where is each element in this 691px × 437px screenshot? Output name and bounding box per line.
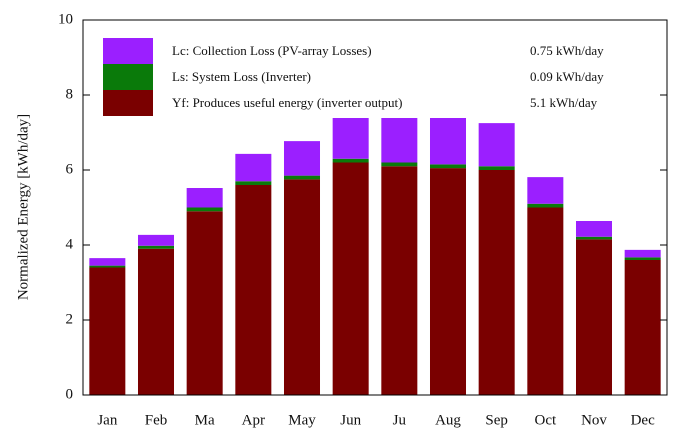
x-tick-label: Aug bbox=[435, 412, 461, 428]
x-tick-label: Ju bbox=[393, 412, 407, 428]
bar-segment bbox=[624, 260, 661, 395]
bar-segment bbox=[89, 267, 126, 395]
legend-swatch bbox=[103, 90, 153, 116]
bar-segment bbox=[429, 117, 467, 165]
bar-segment bbox=[429, 164, 467, 169]
legend-label: Yf: Produces useful energy (inverter out… bbox=[172, 95, 402, 110]
legend-label: Ls: System Loss (Inverter) bbox=[172, 69, 311, 84]
y-axis-label: Normalized Energy [kWh/day] bbox=[15, 114, 31, 300]
x-tick-label: Jan bbox=[97, 412, 117, 428]
bar-segment bbox=[332, 162, 369, 395]
bar-segment bbox=[137, 245, 175, 249]
bar-segment bbox=[137, 248, 175, 395]
x-tick-label: Dec bbox=[631, 412, 655, 428]
bar-segment bbox=[575, 221, 613, 237]
x-tick-label: Jun bbox=[340, 412, 361, 428]
bar-segment bbox=[478, 166, 515, 170]
bar-segment bbox=[527, 203, 564, 208]
bar-segment bbox=[381, 162, 418, 167]
bar-segment bbox=[283, 179, 321, 395]
bar-segment bbox=[332, 117, 369, 159]
legend-swatch bbox=[103, 38, 153, 64]
bar-segment bbox=[381, 166, 418, 395]
bar-segment bbox=[478, 123, 515, 167]
bar-segment bbox=[235, 181, 272, 185]
bar-segment bbox=[235, 185, 272, 395]
x-tick-label: Oct bbox=[534, 412, 556, 428]
x-tick-label: Nov bbox=[581, 412, 607, 428]
bar-segment bbox=[89, 265, 126, 268]
x-tick-label: May bbox=[288, 412, 316, 428]
y-tick-label: 10 bbox=[58, 11, 73, 27]
bar-segment bbox=[381, 117, 418, 163]
y-tick-label: 8 bbox=[66, 86, 74, 102]
y-tick-label: 2 bbox=[66, 311, 74, 327]
bar-segment bbox=[575, 239, 613, 395]
bar-segment bbox=[283, 141, 321, 176]
bar-segment bbox=[575, 236, 613, 240]
y-tick-label: 6 bbox=[66, 161, 74, 177]
x-tick-label: Apr bbox=[242, 412, 265, 428]
bar-segment bbox=[186, 207, 223, 212]
legend-value: 5.1 kWh/day bbox=[530, 95, 598, 110]
y-tick-label: 0 bbox=[66, 386, 74, 402]
bar-segment bbox=[186, 211, 223, 395]
x-tick-label: Sep bbox=[485, 412, 508, 428]
legend-label: Lc: Collection Loss (PV-array Losses) bbox=[172, 43, 372, 58]
legend-value: 0.09 kWh/day bbox=[530, 69, 604, 84]
bar-segment bbox=[478, 170, 515, 395]
bar-segment bbox=[527, 177, 564, 204]
x-tick-label: Feb bbox=[145, 412, 168, 428]
bar-segment bbox=[137, 234, 175, 246]
bar-segment bbox=[186, 188, 223, 208]
legend-swatch bbox=[103, 64, 153, 90]
y-tick-label: 4 bbox=[66, 236, 74, 252]
bar-segment bbox=[429, 168, 467, 395]
bar-segment bbox=[89, 258, 126, 266]
x-tick-label: Ma bbox=[195, 412, 215, 428]
legend-background bbox=[96, 30, 663, 118]
bar-segment bbox=[283, 175, 321, 180]
bar-segment bbox=[624, 249, 661, 258]
plot-frame bbox=[82, 19, 668, 396]
bar-segment bbox=[624, 257, 661, 260]
bar-segment bbox=[332, 158, 369, 163]
bar-segment bbox=[527, 207, 564, 395]
legend-value: 0.75 kWh/day bbox=[530, 43, 604, 58]
bar-segment bbox=[235, 153, 272, 182]
